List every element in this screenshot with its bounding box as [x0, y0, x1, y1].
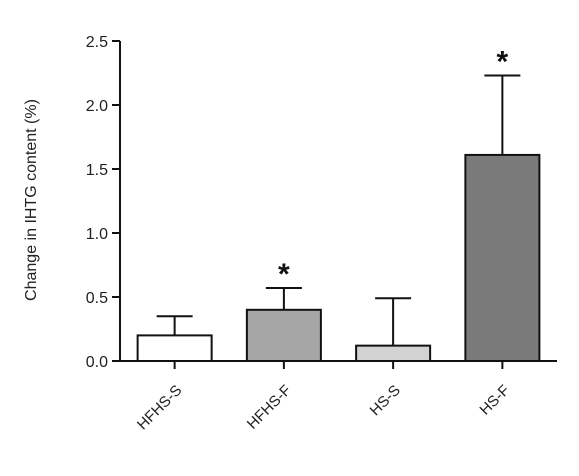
y-axis-label: Change in IHTG content (%) — [23, 99, 40, 301]
y-ticks: 0.0 0.5 1.0 1.5 2.0 2.5 — [86, 34, 120, 371]
y-tick-label: 1.5 — [86, 162, 108, 179]
bar — [136, 334, 213, 362]
y-tick-label: 0.5 — [86, 290, 108, 307]
x-tick-label: HS-F — [476, 382, 513, 419]
significance-asterisk: * — [278, 258, 290, 291]
x-ticks: HFHS-S HFHS-F HS-S HS-F — [134, 361, 513, 433]
bars — [136, 153, 541, 363]
y-tick-label: 2.5 — [86, 34, 108, 51]
y-tick-label: 1.0 — [86, 226, 108, 243]
x-tick-label: HFHS-S — [134, 382, 186, 434]
significance-markers: ** — [278, 46, 509, 291]
bar — [464, 153, 541, 362]
y-tick-label: 2.0 — [86, 98, 108, 115]
y-tick-label: 0.0 — [86, 354, 108, 371]
significance-asterisk: * — [497, 46, 509, 79]
bar — [245, 308, 322, 362]
error-bars — [156, 74, 521, 346]
x-tick-label: HS-S — [367, 382, 404, 419]
x-tick-label: HFHS-F — [244, 382, 295, 433]
bar — [355, 344, 432, 363]
